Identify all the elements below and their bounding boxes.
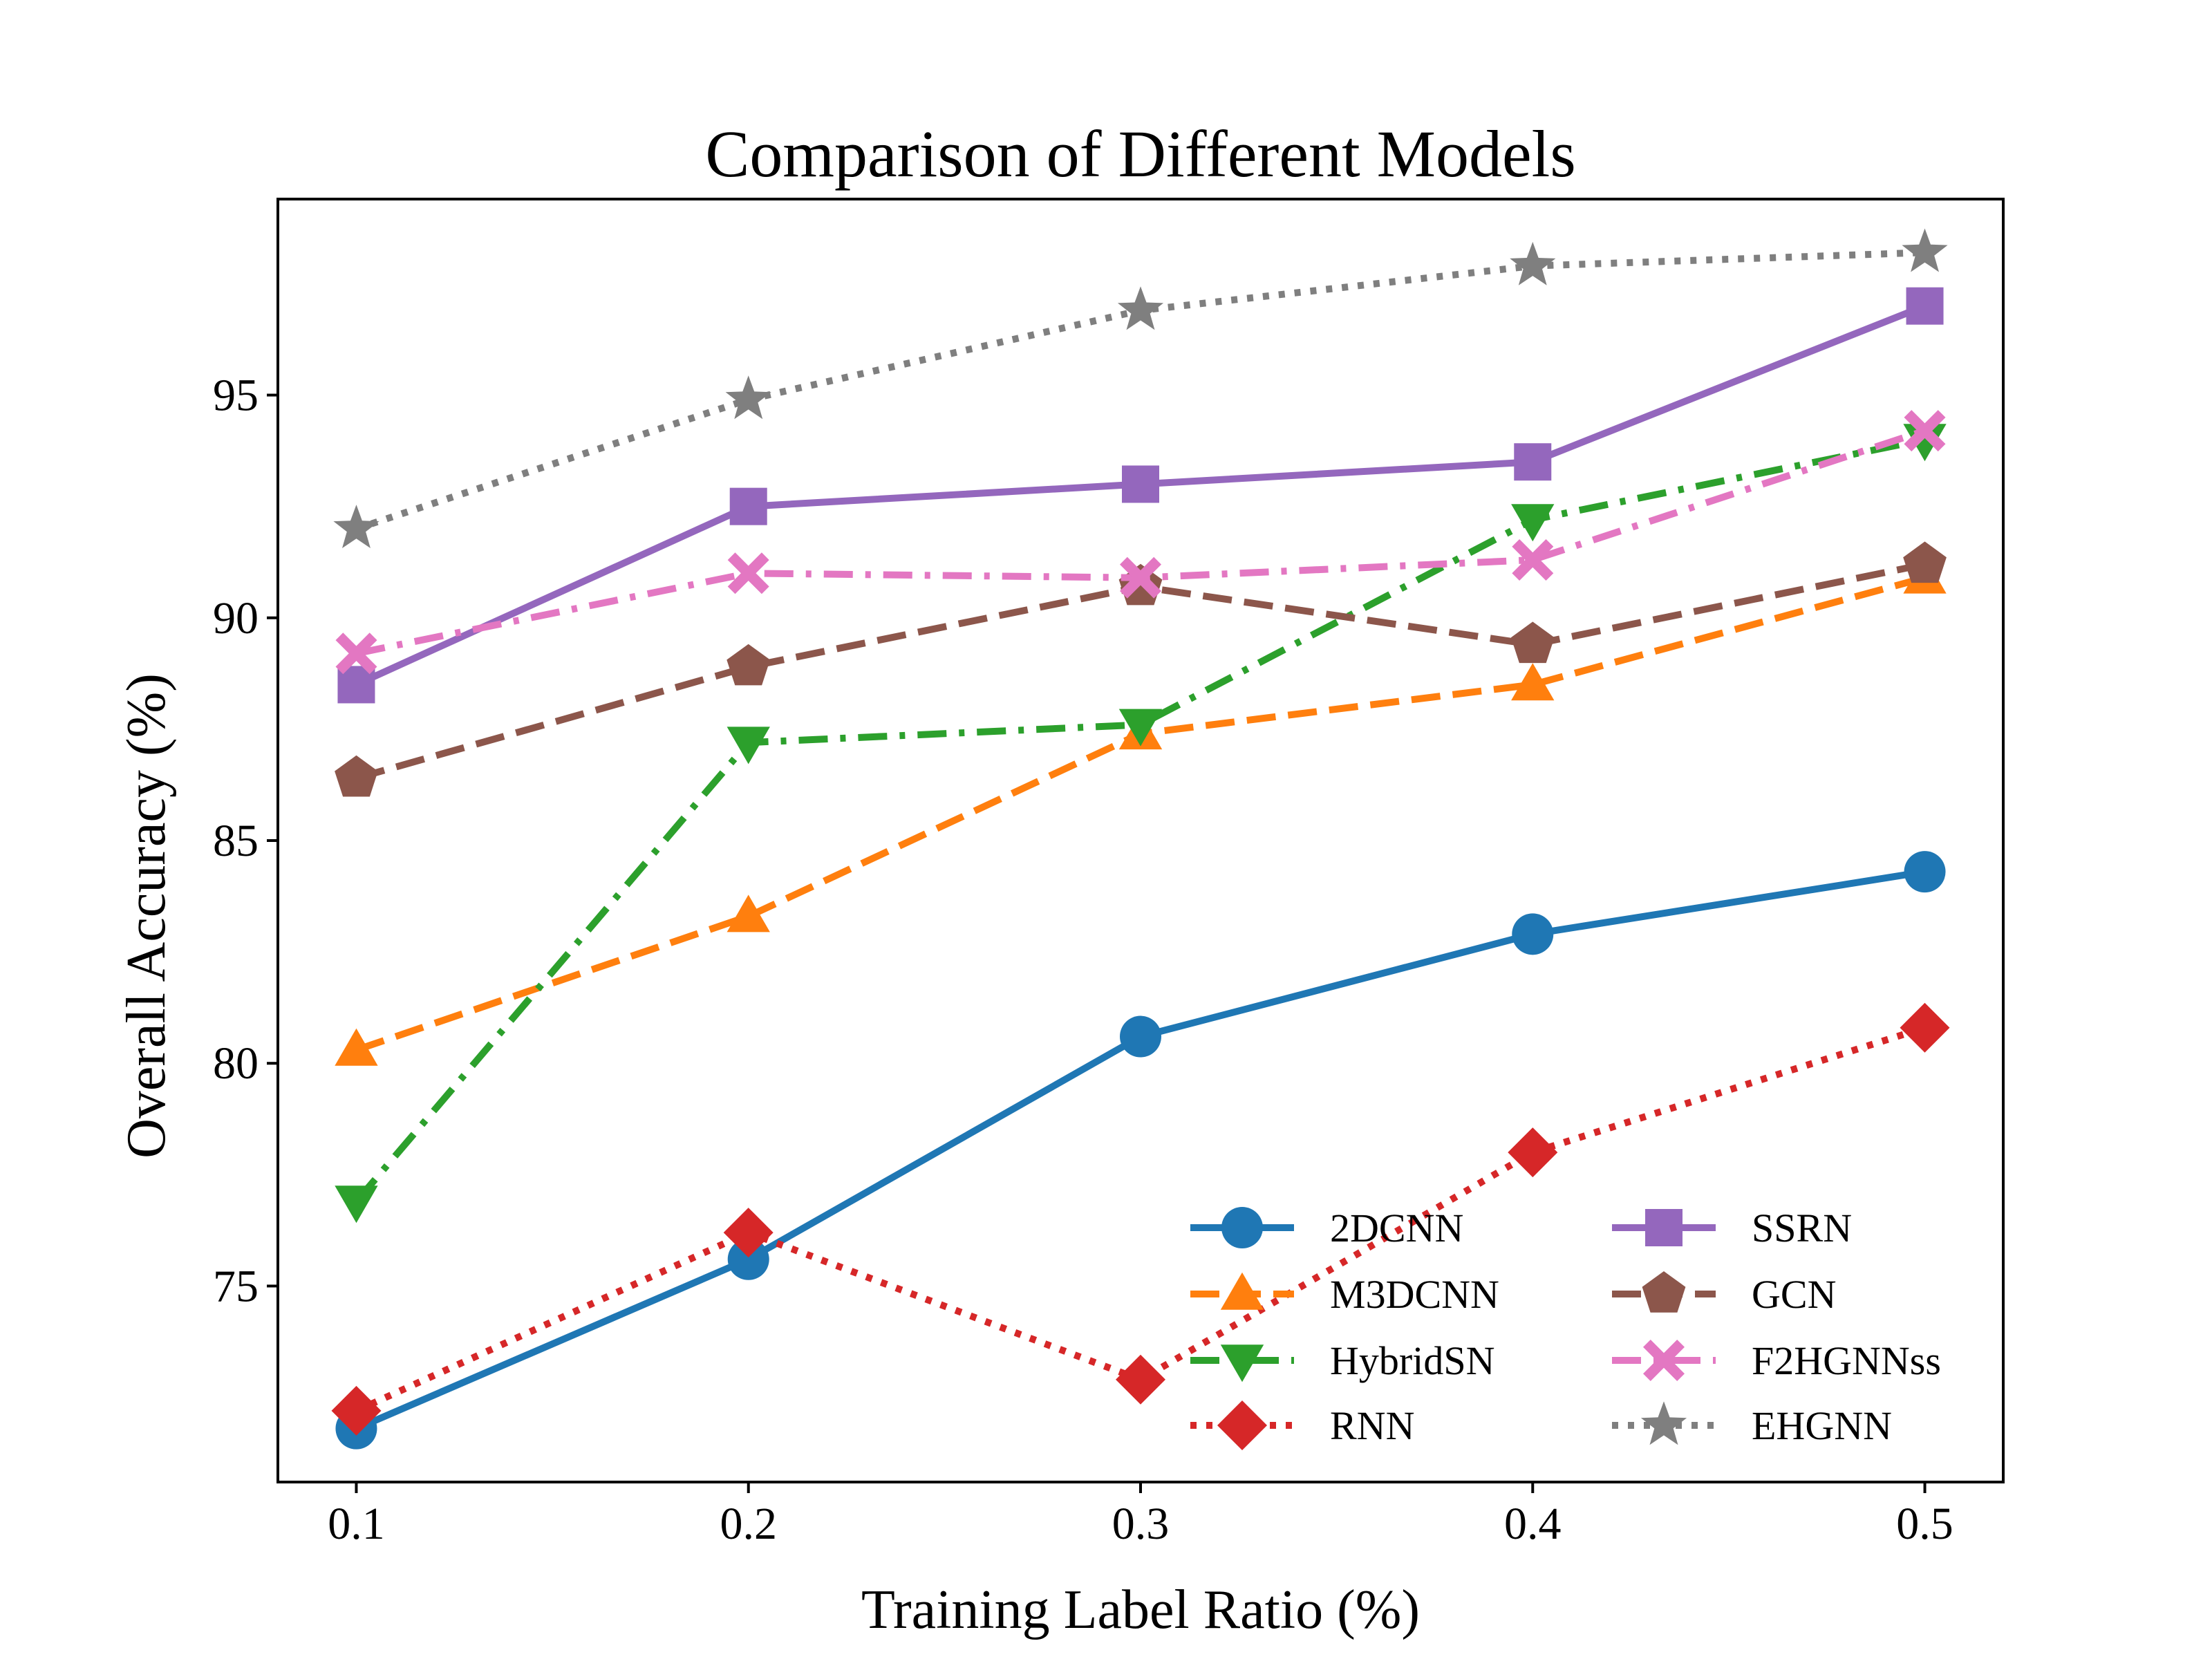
data-point-hybridsn (1511, 504, 1555, 542)
legend-label: RNN (1330, 1403, 1414, 1448)
legend-marker (1220, 1344, 1264, 1382)
data-point-2dcnn (1904, 851, 1946, 893)
data-point-rnn (1116, 1354, 1165, 1405)
series-line-rnn (355, 1024, 1927, 1414)
series-ssrn (337, 287, 1944, 704)
data-point-gcn (1903, 541, 1947, 583)
series-ehgnn (333, 228, 1948, 548)
series-rnn (331, 1002, 1950, 1436)
data-point-hybridsn (335, 1185, 378, 1224)
x-tick-label: 0.3 (1112, 1499, 1170, 1549)
axes: 0.1 0.2 0.3 0.4 0.5 75 80 85 90 95 (213, 371, 1953, 1549)
legend-item-ehgnn: EHGNN (1612, 1401, 1892, 1448)
data-point-m3dcnn (335, 1028, 378, 1066)
data-point-2dcnn (727, 1238, 769, 1280)
legend-label: EHGNN (1752, 1403, 1892, 1448)
data-point-gcn (727, 644, 771, 686)
legend-marker (1220, 1272, 1264, 1310)
legend-label: F2HGNNss (1752, 1338, 1941, 1383)
data-point-gcn (335, 755, 378, 797)
data-point-rnn (1508, 1127, 1558, 1178)
legend-label: M3DCNN (1330, 1272, 1499, 1317)
data-point-ehgnn (1902, 228, 1948, 272)
data-point-rnn (1900, 1002, 1950, 1053)
legend-label: GCN (1752, 1272, 1836, 1317)
legend-item-ssrn: SSRN (1612, 1206, 1852, 1250)
legend-item-rnn: RNN (1190, 1400, 1414, 1450)
data-point-hybridsn (1903, 424, 1947, 462)
legend-marker (1640, 1401, 1687, 1445)
y-tick-label: 95 (213, 371, 259, 421)
legend-item-m3dcnn: M3DCNN (1190, 1272, 1499, 1317)
legend-item-2dcnn: 2DCNN (1190, 1206, 1463, 1250)
legend-marker (1217, 1400, 1267, 1450)
data-point-f2hgnnss (1512, 539, 1554, 581)
data-point-rnn (723, 1208, 774, 1258)
data-point-ssrn (1514, 443, 1552, 481)
legend-marker (1221, 1207, 1263, 1248)
x-tick-label: 0.4 (1504, 1499, 1562, 1549)
series-hybridsn (335, 424, 1947, 1224)
data-point-m3dcnn (1511, 663, 1555, 701)
data-point-f2hgnnss (1904, 410, 1946, 452)
data-point-ehgnn (333, 505, 379, 548)
legend-marker (1645, 1209, 1683, 1246)
legend-item-f2hgnnss: F2HGNNss (1612, 1338, 1941, 1383)
y-tick-label: 80 (213, 1038, 259, 1089)
data-point-2dcnn (1120, 1015, 1161, 1058)
legend-label: SSRN (1752, 1206, 1852, 1250)
legend-label: HybridSN (1330, 1338, 1494, 1383)
legend: 2DCNN M3DCNN HybridSN RNN SSRN GCN F2HGNNss EHG… (1190, 1206, 1941, 1450)
data-point-f2hgnnss (1120, 556, 1161, 599)
data-point-m3dcnn (727, 894, 770, 932)
x-tick-label: 0.5 (1896, 1499, 1953, 1549)
legend-label: 2DCNN (1330, 1206, 1463, 1250)
x-tick-label: 0.1 (328, 1499, 385, 1549)
y-axis-label: Overall Accuracy (%) (116, 673, 177, 1159)
data-point-ehgnn (1510, 241, 1556, 285)
legend-item-gcn: GCN (1612, 1271, 1836, 1317)
legend-item-hybridsn: HybridSN (1190, 1338, 1494, 1383)
data-point-gcn (1510, 621, 1555, 664)
data-point-hybridsn (727, 727, 770, 765)
y-tick-label: 85 (213, 816, 259, 866)
data-point-ehgnn (725, 375, 771, 420)
data-point-f2hgnnss (335, 632, 377, 675)
plot-area (331, 228, 1950, 1450)
y-tick-label: 90 (213, 593, 259, 644)
data-point-rnn (331, 1385, 382, 1436)
data-point-hybridsn (1118, 709, 1163, 747)
data-point-ssrn (1122, 465, 1159, 503)
data-point-2dcnn (1512, 913, 1554, 955)
y-tick-label: 75 (213, 1261, 259, 1311)
chart-title: Comparison of Different Models (705, 117, 1575, 191)
x-axis-label: Training Label Ratio (%) (861, 1580, 1420, 1640)
legend-marker (1642, 1271, 1686, 1313)
data-point-ssrn (729, 487, 767, 525)
legend-marker (1643, 1340, 1685, 1381)
x-tick-label: 0.2 (720, 1499, 777, 1549)
data-point-f2hgnnss (727, 552, 769, 594)
data-point-ehgnn (1117, 286, 1164, 330)
series-f2hgnnss (335, 410, 1946, 675)
data-point-ssrn (1906, 287, 1944, 325)
